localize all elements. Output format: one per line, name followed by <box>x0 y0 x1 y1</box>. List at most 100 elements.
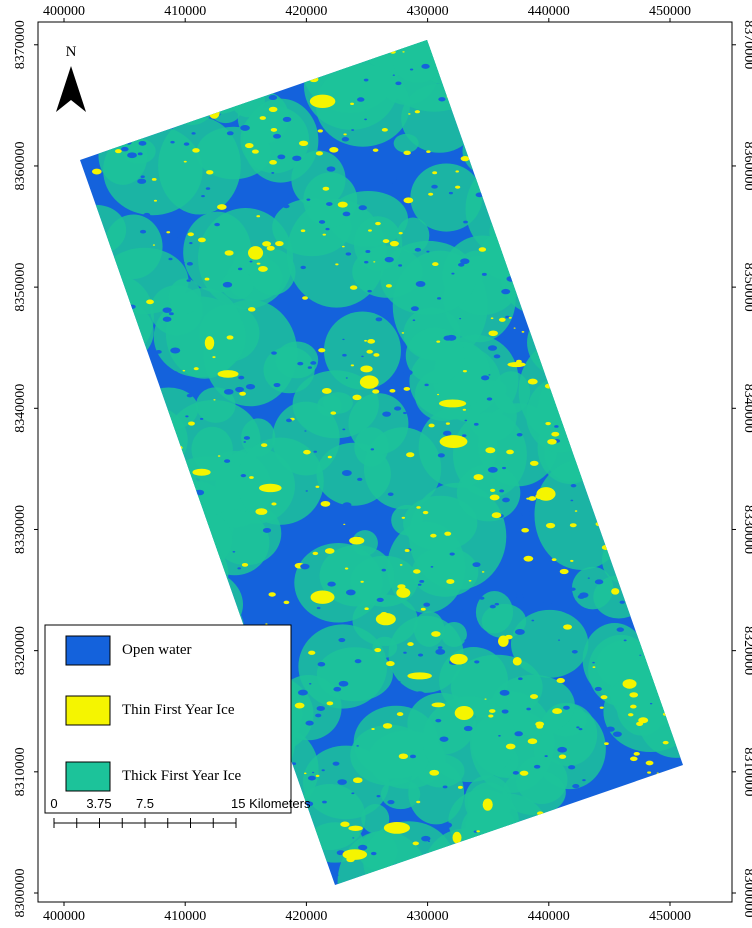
ice-speckle <box>373 353 379 357</box>
ice-speckle <box>487 397 492 400</box>
ice-speckle <box>455 170 458 172</box>
ice-speckle <box>277 155 285 160</box>
ice-speckle <box>194 367 199 370</box>
ice-speckle <box>333 762 340 766</box>
ice-speckle <box>522 331 525 333</box>
ice-speckle <box>437 297 441 300</box>
ice-speckle <box>595 579 604 584</box>
ice-speckle <box>521 511 531 517</box>
ice-floe <box>169 278 201 314</box>
ice-speckle <box>500 690 510 696</box>
ice-speckle <box>192 148 199 152</box>
ice-speckle <box>395 81 401 85</box>
ice-speckle <box>410 755 416 759</box>
ice-speckle <box>406 452 414 457</box>
thin-ice <box>396 588 410 598</box>
ice-speckle <box>127 152 137 158</box>
scale-label: 15 Kilometers <box>231 796 311 811</box>
ice-floe <box>406 328 465 384</box>
ice-speckle <box>372 389 379 393</box>
ice-speckle <box>269 95 277 100</box>
thin-ice <box>453 832 462 844</box>
ice-speckle <box>330 411 336 414</box>
ice-speckle <box>269 160 277 165</box>
ice-speckle <box>350 533 353 535</box>
ice-speckle <box>570 523 577 527</box>
ice-speckle <box>634 752 640 756</box>
ice-speckle <box>217 204 227 210</box>
ice-speckle <box>306 198 310 200</box>
thin-ice <box>205 336 214 350</box>
ice-speckle <box>443 785 448 788</box>
ice-speckle <box>154 200 157 202</box>
x-tick-label: 450000 <box>649 909 691 924</box>
ice-speckle <box>245 143 254 148</box>
ice-speckle <box>249 476 254 479</box>
ice-speckle <box>595 687 602 691</box>
ice-speckle <box>303 450 311 455</box>
ice-speckle <box>353 777 363 783</box>
ice-speckle <box>342 246 345 248</box>
ice-speckle <box>323 187 330 191</box>
ice-floe <box>457 464 521 521</box>
ice-speckle <box>167 227 171 229</box>
ice-speckle <box>364 79 369 82</box>
ice-speckle <box>275 241 284 246</box>
ice-speckle <box>463 644 468 647</box>
ice-speckle <box>187 262 193 266</box>
ice-speckle <box>201 195 205 197</box>
ice-speckle <box>143 213 150 217</box>
ice-speckle <box>515 629 525 635</box>
ice-speckle <box>301 229 306 232</box>
ice-speckle <box>170 348 180 354</box>
legend-label: Open water <box>122 640 250 660</box>
ice-speckle <box>187 394 193 398</box>
ice-speckle <box>416 506 420 509</box>
ice-speckle <box>458 786 463 789</box>
ice-speckle <box>617 627 624 631</box>
ice-speckle <box>545 422 550 425</box>
ice-speckle <box>560 569 569 574</box>
thin-ice <box>348 826 362 831</box>
ice-speckle <box>630 705 636 709</box>
ice-speckle <box>313 552 319 555</box>
map: N 03.757.515 Kilometers 4000004000004100… <box>0 0 752 928</box>
ice-speckle <box>431 631 440 637</box>
ice-speckle <box>455 186 460 189</box>
ice-speckle <box>355 659 362 663</box>
ice-speckle <box>343 212 351 217</box>
ice-speckle <box>166 231 170 233</box>
ice-speckle <box>186 279 190 282</box>
ice-speckle <box>429 770 439 776</box>
ice-speckle <box>630 757 638 762</box>
ice-speckle <box>238 268 242 271</box>
ice-speckle <box>318 662 326 667</box>
ice-speckle <box>329 147 338 153</box>
ice-speckle <box>576 726 579 728</box>
ice-speckle <box>205 278 210 281</box>
ice-speckle <box>338 202 348 208</box>
ice-speckle <box>267 246 275 251</box>
ice-speckle <box>545 755 548 757</box>
ice-speckle <box>304 430 306 431</box>
ice-speckle <box>437 394 439 395</box>
ice-speckle <box>592 666 595 668</box>
ice-speckle <box>465 639 471 642</box>
ice-speckle <box>342 502 351 507</box>
ice-speckle <box>383 723 392 729</box>
ice-speckle <box>389 182 393 184</box>
ice-speckle <box>271 351 277 354</box>
ice-speckle <box>403 197 413 203</box>
ice-speckle <box>365 250 370 253</box>
ice-speckle <box>327 166 336 171</box>
ice-speckle <box>485 447 495 453</box>
y-tick-label: 8360000 <box>13 141 28 190</box>
ice-speckle <box>364 119 367 121</box>
y-tick-label: 8350000 <box>741 263 752 312</box>
x-tick-label: 440000 <box>528 4 570 19</box>
ice-speckle <box>364 261 368 264</box>
ice-speckle <box>534 765 540 769</box>
ice-speckle <box>431 566 434 568</box>
ice-speckle <box>579 728 583 730</box>
ice-speckle <box>382 569 386 572</box>
